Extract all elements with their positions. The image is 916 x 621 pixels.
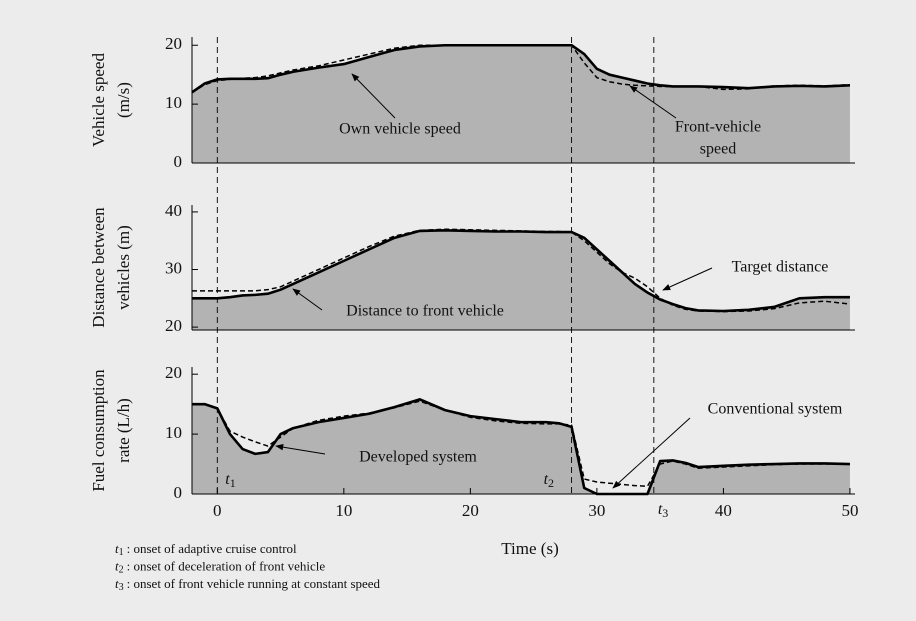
- dashed-line: [192, 228, 851, 313]
- footnote: t3: onset of front vehicle running at co…: [115, 576, 381, 593]
- y-axis-label: Vehicle speed: [89, 53, 108, 147]
- event-symbol: t: [658, 501, 663, 518]
- x-tick-label: 20: [462, 501, 479, 520]
- event-label: t2: [544, 471, 554, 490]
- annotation-arrow: [275, 444, 326, 455]
- annotation-arrow: [351, 73, 396, 119]
- solid-line: [192, 398, 850, 496]
- event-index: 3: [662, 506, 668, 520]
- y-axis-label: Fuel consumption: [89, 369, 108, 492]
- annotation: Front-vehicle: [675, 119, 761, 136]
- footnote-index: 1: [119, 547, 124, 558]
- y-axis-label: Distance between: [89, 207, 108, 328]
- y-tick-label: 20: [165, 316, 182, 335]
- annotation: Conventional system: [708, 401, 843, 418]
- footnote-text: : onset of adaptive cruise control: [127, 541, 297, 556]
- solid-line: [192, 229, 850, 313]
- footnote-symbol: t: [115, 576, 119, 591]
- footnote-text: : onset of front vehicle running at cons…: [127, 576, 381, 591]
- x-tick-label: 0: [213, 501, 222, 520]
- x-tick-label: 40: [715, 501, 732, 520]
- annotation: Developed system: [359, 449, 477, 466]
- annotation: Target distance: [732, 259, 829, 276]
- annotation: Distance to front vehicle: [346, 303, 504, 320]
- event-symbol: t: [544, 471, 549, 488]
- area: [192, 45, 850, 163]
- y-tick-label: 10: [165, 93, 182, 112]
- annotation: Own vehicle speed: [339, 121, 461, 138]
- y-tick-label: 0: [174, 152, 183, 171]
- footnote-text: : onset of deceleration of front vehicle: [127, 558, 326, 573]
- y-axis-label: vehicles (m): [114, 225, 133, 310]
- y-axis-label: (m/s): [114, 82, 133, 118]
- annotation: speed: [700, 141, 736, 158]
- dashed-line: [192, 400, 850, 487]
- footnote-index: 2: [119, 565, 124, 576]
- event-label: t1: [225, 471, 235, 490]
- y-axis-label: rate (L/h): [114, 398, 133, 463]
- y-tick-label: 40: [165, 201, 182, 220]
- footnote-symbol: t: [115, 541, 119, 556]
- y-tick-label: 20: [165, 34, 182, 53]
- x-axis-label: Time (s): [501, 539, 558, 558]
- x-tick-label: 30: [588, 501, 605, 520]
- event-symbol: t: [225, 471, 230, 488]
- annotation-arrow: [629, 85, 677, 119]
- x-tick-label: 50: [841, 501, 858, 520]
- area: [192, 399, 850, 494]
- annotation-arrow: [662, 267, 713, 291]
- y-tick-label: 20: [165, 363, 182, 382]
- footnote-symbol: t: [115, 558, 119, 573]
- y-tick-label: 10: [165, 423, 182, 442]
- event-label: t3: [658, 501, 668, 520]
- annotation-arrow: [612, 417, 691, 489]
- area: [192, 230, 850, 330]
- y-tick-label: 30: [165, 258, 182, 277]
- footnote: t1: onset of adaptive cruise control: [115, 541, 297, 558]
- dashed-line: [191, 44, 850, 93]
- y-tick-label: 0: [174, 483, 183, 502]
- annotation-arrow: [292, 288, 323, 311]
- footnote-index: 3: [119, 582, 124, 593]
- event-index: 2: [548, 476, 554, 490]
- footnote: t2: onset of deceleration of front vehic…: [115, 558, 325, 575]
- x-tick-label: 10: [335, 501, 352, 520]
- event-index: 1: [230, 476, 236, 490]
